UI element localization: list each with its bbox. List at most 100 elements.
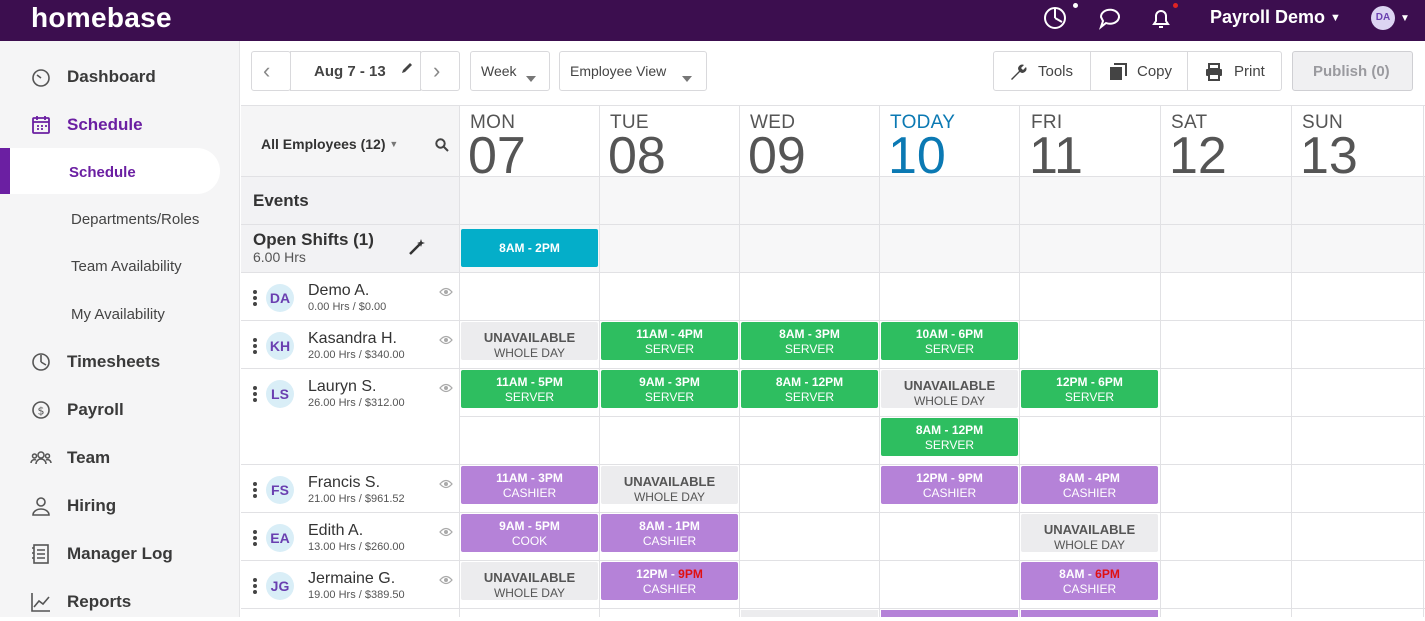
unavailable-block[interactable]: UNAVAILABLE WHOLE DAY [1021,514,1158,552]
eye-icon[interactable] [439,284,453,297]
row-menu-icon[interactable] [253,482,258,500]
clock-icon[interactable] [1042,5,1070,33]
eye-icon[interactable] [439,524,453,537]
unavailable-block[interactable]: UNAVAILABLE WHOLE DAY [461,322,598,360]
search-icon[interactable] [435,138,449,157]
unavailable-block[interactable]: UNAVAILABLE WHOLE DAY [601,466,738,504]
shift-block[interactable]: 9AM - 5PM COOK [461,514,598,552]
sidebar-subitem-departments[interactable]: Departments/Roles [71,211,200,228]
date-range-button[interactable]: Aug 7 - 13 [290,51,421,91]
sidebar-subitem-schedule[interactable] [0,148,220,194]
sidebar-item-team[interactable]: Team [0,437,240,477]
row-menu-icon[interactable] [253,290,258,308]
sidebar [0,41,240,617]
caret-down-icon[interactable]: ▼ [1400,13,1410,24]
employee-hours: 13.00 Hrs / $260.00 [308,541,405,553]
shift-block[interactable]: 8AM - 1PM CASHIER [601,514,738,552]
shift-block[interactable]: 9AM - 3PM SERVER [601,370,738,408]
shift-block[interactable]: 8AM - 3PM SERVER [741,322,878,360]
day-label-wed: WED [750,112,796,133]
shift-block-partial[interactable] [881,610,1018,617]
shift-block[interactable]: 11AM - 4PM SERVER [601,322,738,360]
print-button[interactable]: Print [1187,51,1282,91]
unavailable-block-partial[interactable] [741,610,878,617]
shift-block[interactable]: 11AM - 3PM CASHIER [461,466,598,504]
tools-button[interactable]: Tools [993,51,1091,91]
avatar: LS [266,380,294,408]
sidebar-item-reports[interactable]: Reports [0,581,240,621]
open-shift-block[interactable]: 8AM - 2PM [461,229,598,267]
row-menu-icon[interactable] [253,386,258,404]
sidebar-subitem-label[interactable]: Schedule [69,164,136,181]
user-avatar[interactable]: DA [1371,6,1395,30]
shift-block[interactable]: 8AM - 6PM CASHIER [1021,562,1158,600]
sidebar-item-manager-log[interactable]: Manager Log [0,533,240,573]
shift-time: 8AM - 12PM [915,423,984,437]
shift-block-partial[interactable] [1021,610,1158,617]
account-name: Payroll Demo [1210,7,1326,27]
shift-time: 9AM - 3PM [639,375,700,389]
clock-icon [30,351,52,373]
employee-name[interactable]: Francis S. [308,474,381,491]
publish-button[interactable]: Publish (0) [1292,51,1413,91]
shift-time: 12PM - 9PM [601,567,738,581]
shift-block[interactable]: 10AM - 6PM SERVER [881,322,1018,360]
view-select[interactable]: Employee View [559,51,707,91]
shift-block[interactable]: 8AM - 12PM SERVER [881,418,1018,456]
eye-icon[interactable] [439,476,453,489]
eye-icon[interactable] [439,572,453,585]
bell-icon[interactable] [1148,5,1176,33]
sidebar-subitem-team-availability[interactable]: Team Availability [71,258,182,275]
avatar: DA [266,284,294,312]
account-menu[interactable]: Payroll Demo ▼ [1210,7,1341,28]
sidebar-item-schedule[interactable]: Schedule [0,104,240,144]
sidebar-item-dashboard[interactable]: Dashboard [0,56,240,96]
shift-block[interactable]: 8AM - 4PM CASHIER [1021,466,1158,504]
caret-down-icon: ▼ [1330,12,1341,24]
unavailable-block[interactable]: UNAVAILABLE WHOLE DAY [461,562,598,600]
shift-role: CASHIER [1062,582,1117,596]
copy-button[interactable]: Copy [1090,51,1188,91]
avatar: JG [266,572,294,600]
prev-week-button[interactable]: ‹ [251,51,291,91]
active-indicator [0,148,10,194]
chevron-right-icon: › [433,58,441,83]
employee-name[interactable]: Kasandra H. [308,330,397,347]
people-icon [30,447,52,469]
shift-time: 11AM - 5PM [496,375,563,389]
wrench-icon [1009,62,1029,86]
day-number-sat: 12 [1169,127,1227,185]
sidebar-item-payroll[interactable]: $ Payroll [0,389,240,429]
magic-wand-icon[interactable] [408,238,426,261]
chat-icon[interactable] [1097,5,1125,33]
shift-block[interactable]: 11AM - 5PM SERVER [461,370,598,408]
shift-block[interactable]: 12PM - 6PM SERVER [1021,370,1158,408]
sidebar-item-label: Timesheets [67,352,161,371]
sidebar-subitem-my-availability[interactable]: My Availability [71,306,165,323]
sidebar-item-label: Payroll [67,400,124,419]
chart-icon [30,591,52,613]
row-menu-icon[interactable] [253,578,258,596]
sidebar-item-hiring[interactable]: Hiring [0,485,240,525]
employee-name[interactable]: Jermaine G. [308,570,396,587]
eye-icon[interactable] [439,380,453,393]
employee-name[interactable]: Lauryn S. [308,378,377,395]
employee-name[interactable]: Edith A. [308,522,364,539]
shift-time: 8AM - 1PM [639,519,700,533]
unavailable-block[interactable]: UNAVAILABLE WHOLE DAY [881,370,1018,408]
shift-block[interactable]: 8AM - 12PM SERVER [741,370,878,408]
shift-block[interactable]: 12PM - 9PM CASHIER [601,562,738,600]
eye-icon[interactable] [439,332,453,345]
homebase-logo[interactable]: homebase [31,2,172,33]
copy-icon [1108,62,1128,86]
sidebar-item-timesheets[interactable]: Timesheets [0,341,240,381]
range-select[interactable]: Week [470,51,550,91]
shift-block[interactable]: 12PM - 9PM CASHIER [881,466,1018,504]
row-menu-icon[interactable] [253,530,258,548]
employee-filter[interactable]: All Employees (12) ▼ [261,136,398,152]
publish-label: Publish (0) [1313,63,1390,80]
next-week-button[interactable]: › [420,51,460,91]
unavailable-title: UNAVAILABLE [1043,522,1136,537]
employee-name[interactable]: Demo A. [308,282,370,299]
row-menu-icon[interactable] [253,338,258,356]
